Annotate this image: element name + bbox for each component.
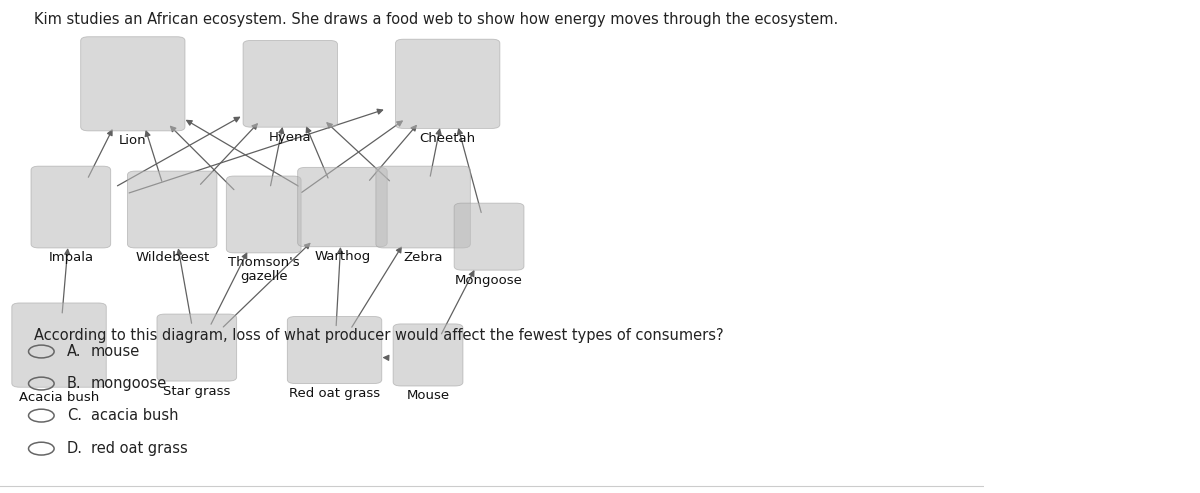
Text: mouse: mouse <box>90 344 139 359</box>
FancyBboxPatch shape <box>396 39 500 129</box>
Text: Thomson's
gazelle: Thomson's gazelle <box>228 256 300 283</box>
FancyBboxPatch shape <box>12 303 107 387</box>
Text: Zebra: Zebra <box>403 251 443 264</box>
Text: Red oat grass: Red oat grass <box>289 387 380 400</box>
Text: D.: D. <box>67 441 83 456</box>
Text: Warthog: Warthog <box>314 250 371 263</box>
FancyBboxPatch shape <box>298 168 388 247</box>
Text: C.: C. <box>67 408 82 423</box>
Text: Kim studies an African ecosystem. She draws a food web to show how energy moves : Kim studies an African ecosystem. She dr… <box>35 12 839 27</box>
FancyBboxPatch shape <box>227 176 301 253</box>
Text: Star grass: Star grass <box>163 385 230 397</box>
FancyBboxPatch shape <box>244 40 337 127</box>
Text: Impala: Impala <box>48 251 94 264</box>
Text: B.: B. <box>67 376 82 391</box>
Text: Mouse: Mouse <box>407 389 450 402</box>
Text: Mongoose: Mongoose <box>455 274 523 286</box>
Text: According to this diagram, loss of what producer would affect the fewest types o: According to this diagram, loss of what … <box>35 328 724 343</box>
Text: mongoose: mongoose <box>90 376 167 391</box>
Text: Lion: Lion <box>119 135 146 147</box>
Text: Wildebeest: Wildebeest <box>136 251 209 264</box>
FancyBboxPatch shape <box>80 37 185 131</box>
FancyBboxPatch shape <box>157 314 236 381</box>
FancyBboxPatch shape <box>287 317 382 384</box>
FancyBboxPatch shape <box>454 203 524 270</box>
Text: red oat grass: red oat grass <box>90 441 187 456</box>
Text: Cheetah: Cheetah <box>420 132 475 145</box>
FancyBboxPatch shape <box>376 166 470 248</box>
Text: Hyena: Hyena <box>269 131 312 143</box>
Text: Acacia bush: Acacia bush <box>19 390 100 404</box>
FancyBboxPatch shape <box>127 171 217 248</box>
FancyBboxPatch shape <box>394 324 463 386</box>
Text: acacia bush: acacia bush <box>90 408 178 423</box>
FancyBboxPatch shape <box>31 166 110 248</box>
Text: A.: A. <box>67 344 82 359</box>
